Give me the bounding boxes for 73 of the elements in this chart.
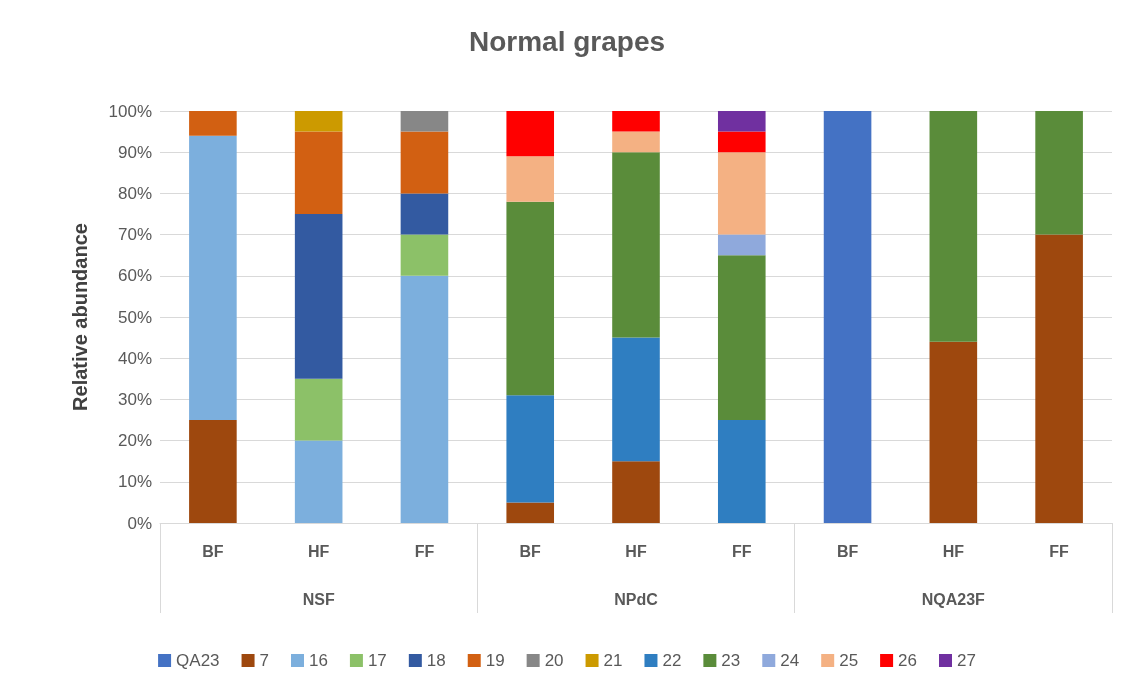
bar <box>506 156 555 202</box>
bar <box>612 152 660 338</box>
legend-label: 24 <box>780 651 800 670</box>
bar <box>1035 111 1083 235</box>
bar <box>612 111 660 132</box>
y-axis-title: Relative abundance <box>69 223 91 411</box>
x-tick-label: BF <box>836 542 859 560</box>
bar <box>823 111 872 523</box>
bar <box>294 214 343 379</box>
bar <box>294 378 343 441</box>
y-tick-label: 100% <box>108 101 152 121</box>
x-tick-label: BF <box>519 542 542 560</box>
y-tick-label: 90% <box>117 142 152 162</box>
bar <box>189 111 237 136</box>
bar <box>717 152 766 235</box>
y-tick-label: 60% <box>117 266 152 286</box>
legend-label: 25 <box>839 651 859 670</box>
y-tick-label: 50% <box>117 307 152 327</box>
bar <box>717 420 766 523</box>
bar <box>717 111 766 132</box>
legend-label: 17 <box>367 651 387 670</box>
bar <box>400 193 449 235</box>
bar <box>294 440 343 523</box>
legend-label: 19 <box>485 651 505 670</box>
text: NPdC <box>614 590 659 608</box>
bar <box>400 234 449 276</box>
bar <box>506 502 555 523</box>
legend-label: 23 <box>721 651 741 670</box>
legend-label: 7 <box>259 651 270 670</box>
legend-label: 26 <box>898 651 918 670</box>
bar <box>400 131 449 194</box>
bar <box>400 275 449 523</box>
bar <box>717 131 766 153</box>
y-tick-label: 80% <box>117 183 152 203</box>
bar <box>612 131 660 153</box>
x-tick-label: HF <box>625 542 647 560</box>
x-tick-label: FF <box>732 542 752 560</box>
text: NQA23F <box>921 590 986 608</box>
bar <box>717 255 766 420</box>
y-tick-label: 10% <box>117 472 152 492</box>
bar <box>506 395 555 503</box>
legend-label: 22 <box>662 651 682 670</box>
x-tick-label: HF <box>942 542 965 560</box>
bar <box>612 461 660 523</box>
bar <box>929 111 978 342</box>
text: NSF <box>302 590 335 608</box>
legend-label: QA23 <box>176 651 220 670</box>
x-tick-label: HF <box>308 542 330 560</box>
bar <box>294 131 343 214</box>
chart-title: Normal grapes <box>468 25 666 57</box>
legend-label: 20 <box>544 651 564 670</box>
legend-label: 16 <box>309 651 328 670</box>
x-tick-label: BF <box>202 542 224 560</box>
bar <box>189 135 237 420</box>
legend-label: 21 <box>603 651 623 670</box>
bar <box>717 234 766 256</box>
y-tick-label: 70% <box>117 225 152 245</box>
y-tick-label: 30% <box>117 389 152 409</box>
legend-label: 27 <box>957 651 976 670</box>
y-tick-label: 40% <box>117 348 152 368</box>
bar <box>1035 234 1083 523</box>
bar <box>506 111 555 157</box>
x-tick-label: FF <box>414 542 435 560</box>
bar <box>612 337 660 462</box>
legend-label: 18 <box>426 651 446 670</box>
x-tick-label: FF <box>1049 542 1070 560</box>
bar <box>929 341 978 523</box>
bar <box>294 111 343 132</box>
y-tick-label: 20% <box>117 431 152 451</box>
bar <box>400 111 449 132</box>
bar <box>189 420 237 523</box>
y-tick-label: 0% <box>127 513 152 533</box>
bar <box>506 201 555 396</box>
